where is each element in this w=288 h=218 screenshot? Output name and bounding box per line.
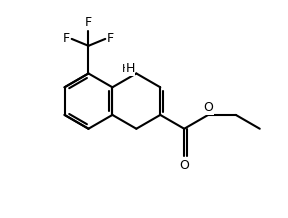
Text: H: H xyxy=(122,65,130,74)
Text: O: O xyxy=(179,159,189,172)
Text: F: F xyxy=(85,16,92,29)
Text: F: F xyxy=(62,32,70,45)
Text: O: O xyxy=(203,101,213,114)
Text: H: H xyxy=(125,62,135,75)
Text: F: F xyxy=(107,32,114,45)
